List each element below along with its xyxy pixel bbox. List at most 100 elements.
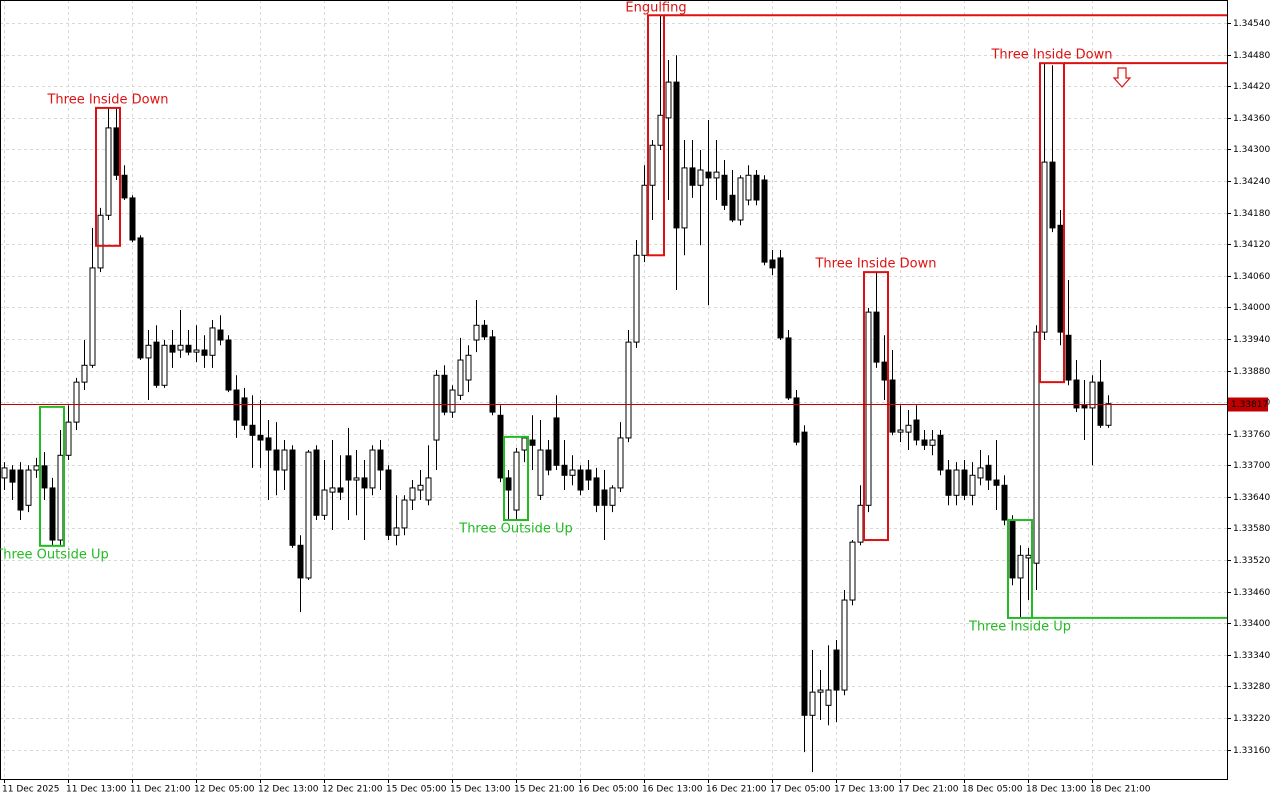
candle-body [1017, 554, 1024, 579]
candle-body [97, 214, 104, 269]
candle-body [705, 171, 712, 179]
candle-body [1025, 554, 1032, 559]
candle-body [353, 477, 360, 481]
candle-body [921, 439, 928, 446]
candle-body [465, 354, 472, 381]
pattern-box [39, 405, 65, 547]
candle-body [153, 341, 160, 386]
candle-body [545, 449, 552, 471]
candle-body [17, 469, 24, 511]
candle-body [209, 327, 216, 356]
x-tick-label: 16 Dec 05:00 [578, 785, 639, 795]
candle-body [945, 469, 952, 496]
candle-body [361, 477, 368, 489]
candle-body [801, 431, 808, 716]
candle-body [641, 184, 648, 256]
candle-body [977, 467, 984, 479]
x-tick-label: 17 Dec 13:00 [834, 785, 895, 795]
candle-body [985, 464, 992, 481]
x-tick-label: 18 Dec 05:00 [962, 785, 1023, 795]
candle-body [9, 469, 16, 483]
candle-body [257, 434, 264, 441]
pattern-label: Three Outside Up [458, 522, 572, 537]
candle-body [201, 349, 208, 356]
candle-body [609, 487, 616, 506]
candle-body [457, 359, 464, 396]
candle-body [337, 487, 344, 493]
candle-body [369, 449, 376, 489]
pattern-box [647, 14, 665, 257]
plot [0, 14, 1227, 773]
candle-body [1065, 334, 1072, 381]
candle-body [137, 237, 144, 359]
y-tick-label: 1.34300 [1233, 145, 1270, 155]
y-tick-label: 1.33460 [1233, 588, 1270, 598]
candle-body [777, 257, 784, 339]
candle-body [1105, 403, 1112, 426]
candle-body [857, 504, 864, 543]
candle-body [713, 171, 720, 179]
candle-body [417, 484, 424, 491]
candle-body [345, 455, 352, 481]
candle-body [433, 374, 440, 441]
pattern-box [1039, 62, 1065, 384]
y-tick-label: 1.33280 [1233, 682, 1270, 692]
candle-body [729, 194, 736, 221]
candle-body [953, 469, 960, 496]
candle-body [145, 344, 152, 359]
candle-body [865, 311, 872, 506]
candle-body [673, 81, 680, 229]
pattern-box [503, 435, 529, 522]
candle-body [273, 449, 280, 471]
candle-body [289, 449, 296, 546]
candle-body [521, 437, 528, 451]
candle-body [833, 649, 840, 691]
y-tick-label: 1.34240 [1233, 177, 1270, 187]
candle-body [601, 489, 608, 506]
candle-body [1049, 161, 1056, 229]
grid [0, 0, 1227, 779]
candle-body [761, 179, 768, 263]
candle-body [57, 454, 64, 541]
candle-body [401, 499, 408, 529]
x-tick-label: 18 Dec 13:00 [1026, 785, 1087, 795]
y-tick-label: 1.33700 [1233, 461, 1270, 471]
x-tick-label: 17 Dec 21:00 [898, 785, 959, 795]
y-tick-label: 1.34180 [1233, 209, 1270, 219]
x-tick-label: 16 Dec 13:00 [642, 785, 703, 795]
candle-body [665, 81, 672, 119]
y-tick-label: 1.34540 [1233, 19, 1270, 29]
candle-body [825, 689, 832, 706]
candle-body [513, 451, 520, 511]
candle-body [617, 437, 624, 489]
candle-body [873, 311, 880, 363]
candle-body [305, 451, 312, 579]
candle-body [73, 381, 80, 423]
candle-body [849, 541, 856, 601]
x-tick-label: 11 Dec 21:00 [130, 785, 191, 795]
current-price-box [1228, 397, 1268, 412]
candle-body [585, 469, 592, 481]
y-tick-label: 1.33520 [1233, 556, 1270, 566]
candle-body [529, 439, 536, 446]
candle-body [473, 324, 480, 341]
candle-body [697, 169, 704, 186]
candle-body [681, 167, 688, 229]
candle-body [385, 469, 392, 536]
candle-body [449, 389, 456, 413]
pattern-label: Three Outside Up [0, 547, 109, 562]
candle-body [105, 127, 112, 216]
candle-body [217, 329, 224, 341]
candle-body [505, 477, 512, 491]
candle-body [961, 469, 968, 496]
y-tick-label: 1.33760 [1233, 430, 1270, 440]
candle-body [1033, 331, 1040, 564]
candle-body [1, 467, 8, 479]
candle-body [633, 254, 640, 343]
candle-body [41, 465, 48, 489]
y-tick-label: 1.34120 [1233, 240, 1270, 250]
candle-body [49, 487, 56, 541]
candle-body [329, 487, 336, 493]
y-tick-label: 1.34000 [1233, 303, 1270, 313]
